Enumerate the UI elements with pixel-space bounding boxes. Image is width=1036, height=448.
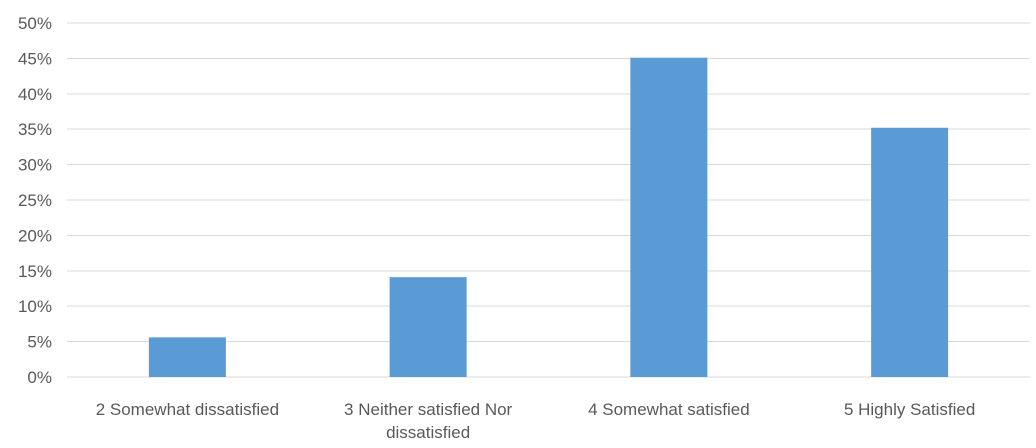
y-tick-label: 10%: [18, 297, 52, 316]
y-tick-label: 30%: [18, 156, 52, 175]
x-category-label: 4 Somewhat satisfied: [588, 400, 750, 419]
gridlines: [67, 22, 1030, 378]
bars: [148, 57, 949, 377]
y-tick-label: 45%: [18, 49, 52, 68]
x-axis-category-labels: 2 Somewhat dissatisfied 3 Neither satisfi…: [96, 400, 976, 442]
bar: [630, 57, 708, 377]
bar: [148, 337, 226, 377]
y-axis-tick-labels: 0% 5% 10% 15% 20% 25% 30% 35% 40% 45% 50%: [18, 14, 52, 387]
x-category-label: 5 Highly Satisfied: [844, 400, 975, 419]
y-tick-label: 15%: [18, 262, 52, 281]
y-tick-label: 50%: [18, 14, 52, 33]
y-tick-label: 20%: [18, 226, 52, 245]
y-tick-label: 40%: [18, 85, 52, 104]
bar: [389, 277, 467, 377]
y-tick-label: 0%: [27, 368, 52, 387]
y-tick-label: 35%: [18, 120, 52, 139]
y-tick-label: 25%: [18, 191, 52, 210]
bar: [871, 127, 949, 377]
x-category-label: 3 Neither satisfied Nor dissatisfied: [344, 400, 513, 442]
x-category-label: 2 Somewhat dissatisfied: [96, 400, 279, 419]
y-tick-label: 5%: [27, 333, 52, 352]
